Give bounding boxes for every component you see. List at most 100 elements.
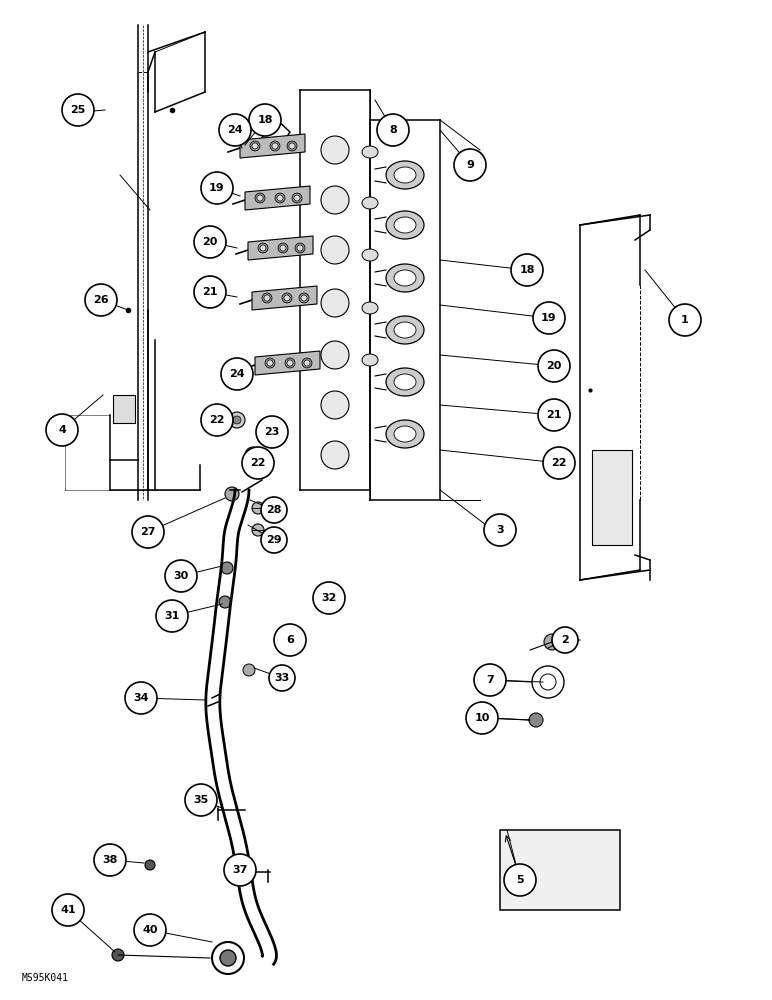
Circle shape	[321, 391, 349, 419]
Circle shape	[220, 950, 236, 966]
Circle shape	[229, 412, 245, 428]
Text: 19: 19	[209, 183, 225, 193]
Circle shape	[533, 302, 565, 334]
Circle shape	[212, 942, 244, 974]
Circle shape	[272, 143, 278, 149]
Circle shape	[249, 451, 257, 459]
Ellipse shape	[386, 420, 424, 448]
Circle shape	[267, 360, 273, 366]
Text: 24: 24	[227, 125, 243, 135]
Circle shape	[538, 399, 570, 431]
Circle shape	[285, 358, 295, 368]
Circle shape	[52, 894, 84, 926]
Circle shape	[277, 195, 283, 201]
Text: 22: 22	[209, 415, 225, 425]
Circle shape	[313, 582, 345, 614]
Text: 41: 41	[60, 905, 76, 915]
Circle shape	[233, 416, 241, 424]
Circle shape	[125, 682, 157, 714]
Circle shape	[321, 289, 349, 317]
Text: 1: 1	[681, 315, 689, 325]
Bar	[500, 830, 620, 910]
Circle shape	[225, 487, 239, 501]
Circle shape	[185, 784, 217, 816]
Text: 21: 21	[202, 287, 218, 297]
Text: 5: 5	[516, 875, 524, 885]
Circle shape	[260, 245, 266, 251]
Circle shape	[544, 634, 560, 650]
Circle shape	[145, 860, 155, 870]
Polygon shape	[255, 351, 320, 375]
Circle shape	[252, 143, 258, 149]
Circle shape	[112, 949, 124, 961]
Circle shape	[282, 293, 292, 303]
Circle shape	[315, 593, 329, 607]
Circle shape	[538, 350, 570, 382]
Circle shape	[261, 527, 287, 553]
Circle shape	[504, 864, 536, 896]
Circle shape	[532, 666, 564, 698]
Text: MS95K041: MS95K041	[22, 973, 69, 983]
Circle shape	[134, 914, 166, 946]
Circle shape	[201, 172, 233, 204]
Text: 26: 26	[93, 295, 109, 305]
Text: 23: 23	[264, 427, 279, 437]
Circle shape	[219, 114, 251, 146]
Text: 6: 6	[286, 635, 294, 645]
Circle shape	[274, 624, 306, 656]
Circle shape	[275, 193, 285, 203]
Ellipse shape	[362, 197, 378, 209]
Circle shape	[280, 245, 286, 251]
Circle shape	[511, 254, 543, 286]
Text: 22: 22	[551, 458, 567, 468]
Ellipse shape	[362, 302, 378, 314]
Bar	[113, 395, 135, 423]
Ellipse shape	[386, 264, 424, 292]
Circle shape	[46, 414, 78, 446]
Circle shape	[221, 562, 233, 574]
Circle shape	[156, 600, 188, 632]
Circle shape	[474, 664, 506, 696]
Text: 29: 29	[266, 535, 282, 545]
Circle shape	[321, 136, 349, 164]
Ellipse shape	[386, 161, 424, 189]
Text: 10: 10	[474, 713, 489, 723]
Circle shape	[249, 104, 281, 136]
Circle shape	[201, 404, 233, 436]
Circle shape	[257, 195, 263, 201]
Circle shape	[94, 844, 126, 876]
Text: 37: 37	[232, 865, 248, 875]
Text: 20: 20	[202, 237, 218, 247]
Circle shape	[299, 293, 309, 303]
Ellipse shape	[394, 322, 416, 338]
Bar	[592, 450, 632, 545]
Circle shape	[301, 295, 307, 301]
Circle shape	[221, 358, 253, 390]
Circle shape	[250, 141, 260, 151]
Text: 8: 8	[389, 125, 397, 135]
Circle shape	[454, 149, 486, 181]
Text: 35: 35	[193, 795, 208, 805]
Circle shape	[262, 293, 272, 303]
Circle shape	[302, 358, 312, 368]
Circle shape	[529, 713, 543, 727]
Text: 24: 24	[229, 369, 245, 379]
Circle shape	[194, 276, 226, 308]
Text: 31: 31	[164, 611, 180, 621]
Circle shape	[243, 664, 255, 676]
Text: 21: 21	[547, 410, 562, 420]
Circle shape	[466, 702, 498, 734]
Ellipse shape	[386, 211, 424, 239]
Circle shape	[321, 186, 349, 214]
Polygon shape	[248, 236, 313, 260]
Text: 7: 7	[486, 675, 494, 685]
Circle shape	[278, 243, 288, 253]
Circle shape	[669, 304, 701, 336]
Text: 40: 40	[142, 925, 157, 935]
Ellipse shape	[386, 368, 424, 396]
Circle shape	[265, 358, 275, 368]
Text: 4: 4	[58, 425, 66, 435]
Circle shape	[292, 193, 302, 203]
Ellipse shape	[394, 217, 416, 233]
Text: 20: 20	[547, 361, 562, 371]
